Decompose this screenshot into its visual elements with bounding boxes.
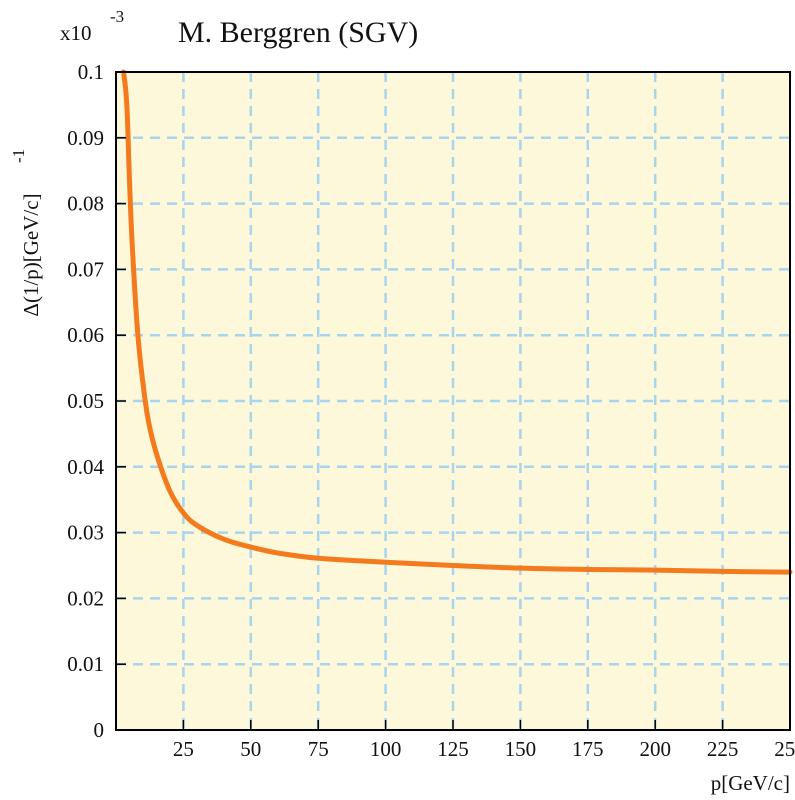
y-tick-label: 0.03 bbox=[67, 521, 104, 545]
y-multiplier: x10 bbox=[60, 21, 92, 45]
x-tick-label: 125 bbox=[437, 737, 469, 761]
y-axis-label-exponent: -1 bbox=[9, 149, 28, 163]
y-tick-label: 0 bbox=[94, 718, 105, 742]
y-tick-label: 0.08 bbox=[67, 192, 104, 216]
x-tick-label: 75 bbox=[308, 737, 329, 761]
x-tick-label: 50 bbox=[240, 737, 261, 761]
y-tick-label: 0.1 bbox=[78, 60, 104, 84]
series-layer bbox=[121, 69, 793, 575]
y-tick-labels: 0 0.01 0.02 0.03 0.04 0.05 0.06 0.07 0.08 0.09 0.1 bbox=[67, 60, 104, 742]
x-tick-label: 150 bbox=[505, 737, 537, 761]
x-tick-label: 25 bbox=[173, 737, 194, 761]
chart-title: M. Berggren (SGV) bbox=[178, 16, 418, 49]
x-axis-label: p[GeV/c] bbox=[711, 771, 790, 795]
y-tick-label: 0.09 bbox=[67, 126, 104, 150]
x-tick-label: 100 bbox=[370, 737, 402, 761]
tick-marks bbox=[116, 71, 791, 731]
y-tick-label: 0.01 bbox=[67, 652, 104, 676]
x-tick-label: 200 bbox=[639, 737, 671, 761]
y-tick-label: 0.05 bbox=[67, 389, 104, 413]
x-tick-label: 250 bbox=[774, 737, 795, 761]
series-line bbox=[121, 69, 793, 575]
grid bbox=[116, 72, 790, 730]
y-multiplier-exponent: -3 bbox=[110, 7, 124, 26]
y-axis-label: Δ(1/p)[GeV/c] bbox=[19, 193, 43, 316]
y-tick-label: 0.07 bbox=[67, 257, 104, 281]
x-tick-label: 225 bbox=[707, 737, 739, 761]
y-tick-label: 0.06 bbox=[67, 323, 104, 347]
y-tick-label: 0.02 bbox=[67, 586, 104, 610]
x-tick-label: 175 bbox=[572, 737, 604, 761]
y-tick-label: 0.04 bbox=[67, 455, 104, 479]
x-tick-labels: 25 50 75 100 125 150 175 200 225 250 bbox=[173, 737, 795, 761]
